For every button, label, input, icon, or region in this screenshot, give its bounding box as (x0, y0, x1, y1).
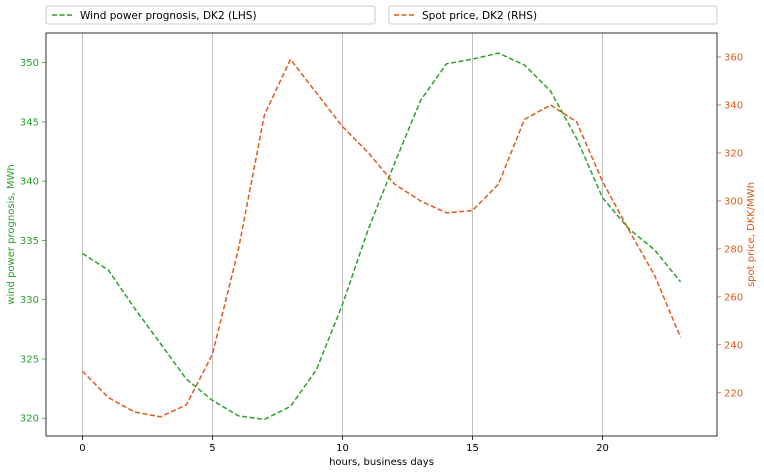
right-y-tick-label: 280 (724, 244, 743, 255)
right-y-axis-ticks: 220 240 260 280 300 320 340 360 (717, 52, 743, 399)
right-y-tick-label: 300 (724, 196, 743, 207)
right-y-tick-label: 260 (724, 292, 743, 303)
legend-box-wind (45, 5, 376, 25)
x-axis-ticks: 0 5 10 15 20 (79, 436, 609, 454)
left-y-tick-label: 345 (20, 117, 39, 128)
wind-power-series-line (81, 52, 682, 421)
x-tick-label: 10 (336, 443, 349, 454)
left-y-tick-label: 335 (20, 236, 39, 247)
left-y-tick-label: 325 (20, 354, 39, 365)
left-y-tick-label: 340 (20, 177, 39, 188)
left-y-axis-ticks: 320 325 330 335 340 345 350 (20, 58, 46, 425)
legend-entry-wind: Wind power prognosis, DK2 (LHS) (45, 5, 376, 25)
grid-lines (82, 33, 603, 436)
x-tick-label: 15 (466, 443, 479, 454)
legend-label-price: Spot price, DK2 (RHS) (422, 10, 537, 22)
right-y-tick-label: 340 (724, 100, 743, 111)
left-y-tick-label: 320 (20, 414, 39, 425)
right-y-tick-label: 220 (724, 388, 743, 399)
legend-box-price (388, 5, 718, 25)
right-y-tick-label: 240 (724, 340, 743, 351)
plot-frame (45, 32, 718, 437)
right-y-axis-label: spot price, DKK/MWh (746, 182, 757, 287)
x-tick-label: 5 (209, 443, 215, 454)
x-axis-label: hours, business days (329, 457, 434, 468)
left-y-tick-label: 330 (20, 295, 39, 306)
left-y-tick-label: 350 (20, 58, 39, 69)
right-y-tick-label: 360 (724, 52, 743, 63)
spot-price-series-line (81, 57, 682, 418)
right-y-tick-label: 320 (724, 148, 743, 159)
left-y-axis-label: wind power prognosis, MWh (6, 164, 17, 304)
legend-entry-price: Spot price, DK2 (RHS) (388, 5, 718, 25)
x-tick-label: 0 (79, 443, 85, 454)
series-lines (81, 52, 682, 421)
legend-label-wind: Wind power prognosis, DK2 (LHS) (80, 10, 257, 22)
x-tick-label: 20 (596, 443, 609, 454)
